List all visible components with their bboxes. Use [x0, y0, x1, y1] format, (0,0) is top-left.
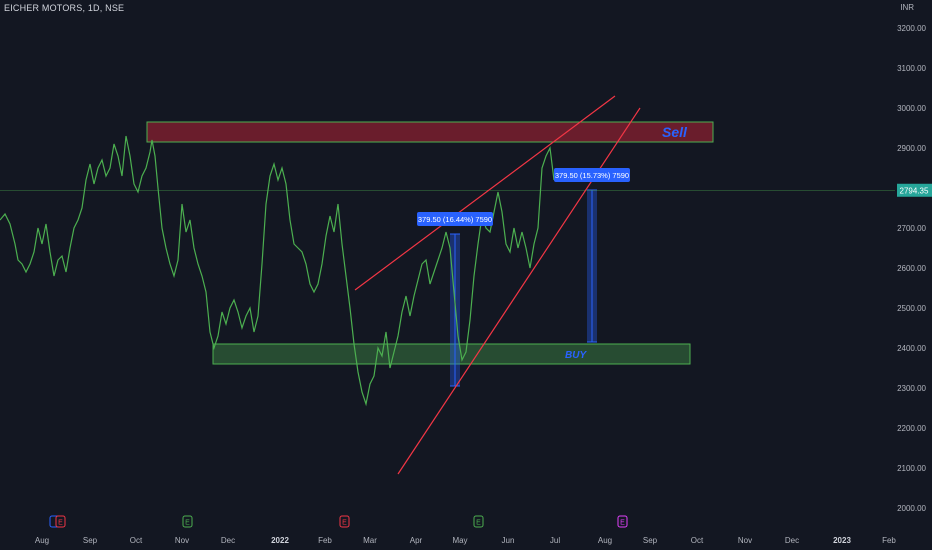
earnings-event-icon[interactable] — [182, 515, 193, 528]
earnings-event-glyph: E — [185, 520, 190, 527]
buy-zone-label: BUY — [565, 350, 587, 361]
sell-zone[interactable] — [146, 121, 714, 143]
x-tick-label: Oct — [130, 536, 143, 545]
y-tick-label: 2500.00 — [897, 304, 926, 313]
y-tick-label: 3000.00 — [897, 104, 926, 113]
x-tick-label: Nov — [738, 536, 752, 545]
x-tick-label: Jul — [550, 536, 560, 545]
y-tick-label: 2700.00 — [897, 224, 926, 233]
y-tick-label: 2900.00 — [897, 144, 926, 153]
measure-label: 379.50 (16.44%) 7590 — [418, 215, 492, 224]
x-tick-label: 2022 — [271, 536, 289, 545]
price-series-line — [0, 135, 555, 407]
earnings-event-glyph: E — [476, 520, 481, 527]
last-price-tag — [897, 183, 932, 197]
x-tick-label: Feb — [318, 536, 332, 545]
y-tick-label: 2100.00 — [897, 464, 926, 473]
earnings-event-glyph: E — [342, 520, 347, 527]
x-tick-label: Feb — [882, 536, 896, 545]
x-tick-label: Dec — [221, 536, 235, 545]
earnings-event-icon[interactable] — [473, 515, 484, 528]
x-axis: Aug Sep Oct Nov Dec 2022 Feb Mar Apr May Jun Jul Aug… — [35, 536, 897, 545]
y-tick-label: 2000.00 — [897, 504, 926, 513]
y-tick-label: 2400.00 — [897, 344, 926, 353]
earnings-event-icon[interactable] — [617, 515, 628, 528]
y-tick-label: 3100.00 — [897, 64, 926, 73]
x-tick-label: Sep — [83, 536, 98, 545]
event-markers[interactable]: E E E E E — [49, 515, 628, 528]
earnings-event-glyph: E — [58, 520, 63, 527]
x-tick-label: Dec — [785, 536, 799, 545]
y-tick-label: 3200.00 — [897, 24, 926, 33]
x-tick-label: Aug — [598, 536, 612, 545]
y-tick-label: 2300.00 — [897, 384, 926, 393]
measure-label-box — [417, 212, 493, 226]
measure-label: 379.50 (15.73%) 7590 — [555, 171, 629, 180]
x-tick-label: Sep — [643, 536, 658, 545]
earnings-event-glyph: E — [620, 520, 625, 527]
buy-zone[interactable] — [212, 343, 691, 365]
currency-label: INR — [900, 3, 914, 12]
last-price-value: 2794.35 — [900, 186, 929, 195]
x-tick-label: Apr — [410, 536, 423, 545]
x-tick-label: 2023 — [833, 536, 851, 545]
sell-zone-label: Sell — [662, 124, 688, 140]
earnings-event-icon[interactable] — [339, 515, 350, 528]
y-tick-label: 2600.00 — [897, 264, 926, 273]
measure-label-box — [554, 168, 630, 182]
y-tick-label: 2200.00 — [897, 424, 926, 433]
chart-title: EICHER MOTORS, 1D, NSE — [4, 3, 125, 13]
x-tick-label: Nov — [175, 536, 189, 545]
x-tick-label: Mar — [363, 536, 377, 545]
earnings-event-icon[interactable] — [55, 515, 66, 528]
x-tick-label: May — [452, 536, 467, 545]
trendline — [354, 95, 616, 291]
measure-labels: 379.50 (16.44%) 7590 379.50 (15.73%) 7590 — [417, 168, 630, 226]
x-tick-label: Jun — [502, 536, 515, 545]
x-tick-label: Aug — [35, 536, 49, 545]
y-axis: 3200.003100.003000.002900.002800.002700.… — [897, 24, 926, 513]
x-tick-label: Oct — [691, 536, 704, 545]
